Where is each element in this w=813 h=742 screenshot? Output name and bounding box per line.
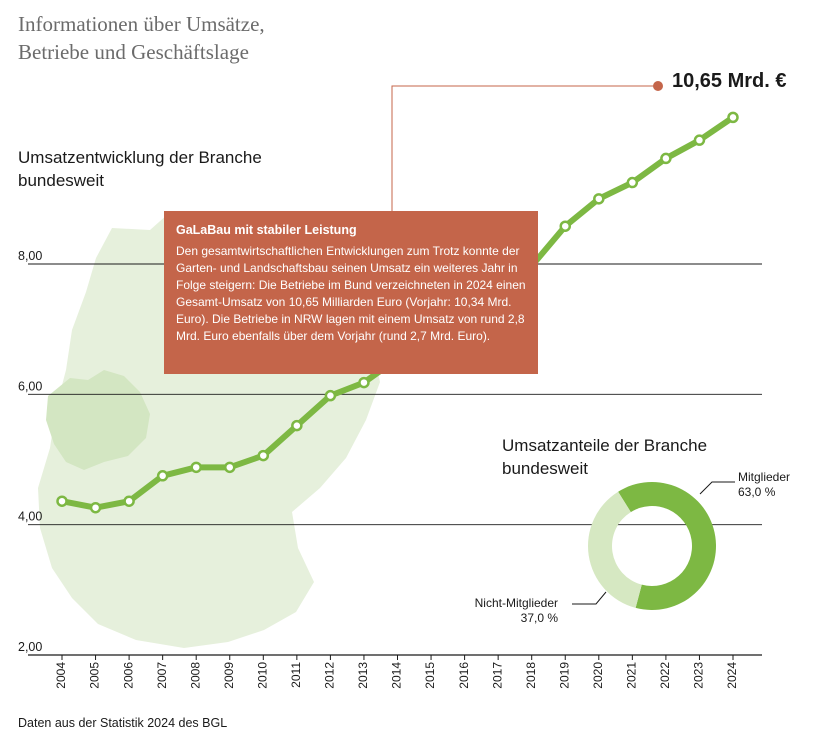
leader-line xyxy=(391,85,656,211)
x-tick-label: 2022 xyxy=(658,662,672,689)
donut-slice xyxy=(618,481,717,610)
x-tick-label: 2023 xyxy=(692,662,706,689)
donut-chart-title: Umsatzanteile der Branche bundesweit xyxy=(502,434,707,480)
donut-label-nonmembers: Nicht-Mitglieder 37,0 % xyxy=(462,596,558,626)
donut-label-members: Mitglieder 63,0 % xyxy=(738,470,790,500)
donut-chart-title-line-2: bundesweit xyxy=(502,459,589,478)
x-tick-label: 2020 xyxy=(591,662,605,689)
x-tick-label: 2017 xyxy=(490,662,504,689)
line-chart-title-line-1: Umsatzentwicklung der Branche xyxy=(18,148,262,167)
data-point xyxy=(559,220,571,232)
callout-box: GaLaBau mit stabiler Leistung Den gesamt… xyxy=(164,211,538,374)
y-tick-label: 8,00 xyxy=(18,249,42,263)
donut-label-nonmembers-name: Nicht-Mitglieder xyxy=(474,596,558,610)
x-tick-label: 2009 xyxy=(222,662,236,689)
x-tick-label: 2024 xyxy=(725,662,739,689)
x-tick-label: 2015 xyxy=(423,662,437,689)
x-tick-label: 2016 xyxy=(457,662,471,689)
y-tick-label: 6,00 xyxy=(18,379,42,393)
x-tick-label: 2006 xyxy=(121,662,135,689)
donut-chart xyxy=(572,481,735,610)
donut-leader-members xyxy=(699,481,735,495)
donut-slice xyxy=(587,491,642,608)
highlight-value-label: 10,65 Mrd. € xyxy=(672,70,787,92)
x-tick-label: 2019 xyxy=(557,662,571,689)
x-tick-label: 2011 xyxy=(289,662,303,688)
data-point xyxy=(89,501,102,514)
y-tick-labels: 2,00 4,00 6,00 8,00 xyxy=(18,249,42,654)
data-point xyxy=(123,495,135,507)
data-point xyxy=(257,449,270,462)
nrw-region-map xyxy=(46,370,150,470)
data-point xyxy=(660,152,672,165)
donut-label-members-name: Mitglieder xyxy=(738,470,791,484)
data-point xyxy=(693,134,706,146)
source-note: Daten aus der Statistik 2024 des BGL xyxy=(18,716,228,730)
x-tick-label: 2010 xyxy=(255,662,269,689)
data-point xyxy=(156,470,169,482)
donut-leader-nonmembers xyxy=(572,591,607,605)
page-title-line-1: Informationen über Umsätze, xyxy=(18,12,265,36)
callout-title: GaLaBau mit stabiler Leistung xyxy=(176,223,357,237)
donut-label-nonmembers-value: 37,0 % xyxy=(520,611,558,625)
donut-chart-title-line-1: Umsatzanteile der Branche xyxy=(502,436,708,455)
highlight-leader xyxy=(391,81,663,211)
data-point xyxy=(626,176,639,189)
y-gridlines xyxy=(28,263,762,656)
x-tick-label: 2012 xyxy=(323,662,337,689)
data-point xyxy=(190,461,202,474)
data-point xyxy=(56,495,68,507)
data-point xyxy=(324,389,337,402)
y-tick-label: 4,00 xyxy=(18,510,42,524)
x-tick-label: 2018 xyxy=(524,662,538,689)
data-point xyxy=(358,376,370,389)
page-title: Informationen über Umsätze, Betriebe und… xyxy=(18,10,265,66)
callout-text: Den gesamtwirtschaftlichen Entwicklungen… xyxy=(176,244,526,343)
x-tick-label: 2005 xyxy=(88,662,102,689)
data-point xyxy=(593,193,605,205)
y-tick-label: 2,00 xyxy=(18,640,42,654)
x-tick-label: 2014 xyxy=(390,662,404,689)
x-tick-label: 2013 xyxy=(356,662,370,689)
data-point xyxy=(727,111,739,124)
x-tick-labels: 2004 2005 2006 2007 2008 2009 2010 2011 2012 2013… xyxy=(54,655,739,689)
highlight-dot xyxy=(653,81,663,91)
line-chart-title: Umsatzentwicklung der Branche bundesweit xyxy=(18,146,262,192)
line-chart-title-line-2: bundesweit xyxy=(18,171,105,190)
x-tick-label: 2021 xyxy=(625,662,639,689)
donut-label-members-value: 63,0 % xyxy=(738,485,776,499)
x-tick-label: 2007 xyxy=(155,662,169,689)
data-point xyxy=(291,419,303,432)
page-title-line-2: Betriebe und Geschäftslage xyxy=(18,40,249,64)
x-tick-label: 2008 xyxy=(188,662,202,689)
x-tick-label: 2004 xyxy=(54,662,68,689)
data-point xyxy=(224,461,236,474)
